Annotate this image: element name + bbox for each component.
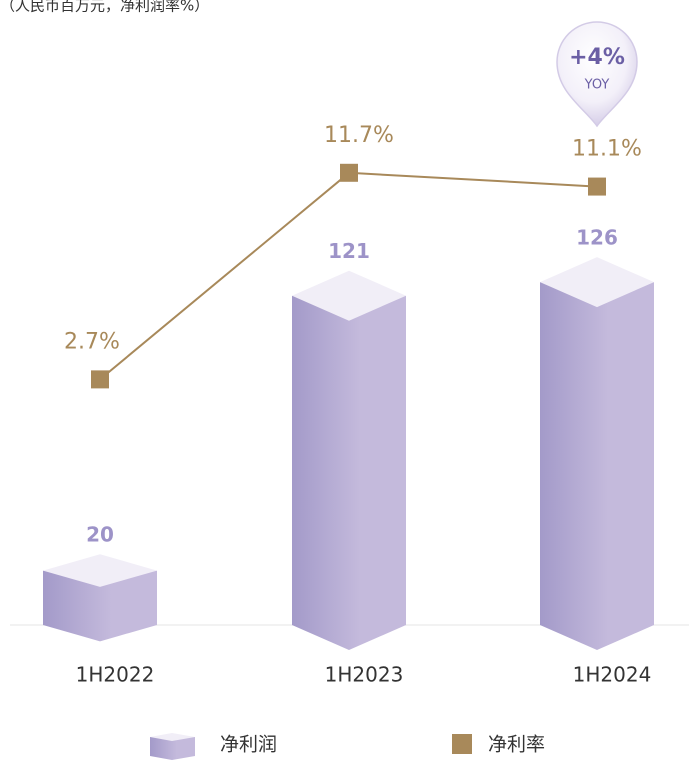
line-marker <box>91 370 109 389</box>
legend-swatch <box>452 734 472 754</box>
badge-value: +4% <box>569 45 625 70</box>
x-tick-label: 1H2022 <box>76 663 155 687</box>
bar-top <box>43 554 157 587</box>
badge-pin <box>556 21 638 128</box>
legend-swatch-top <box>150 733 195 741</box>
legend-swatch <box>150 737 195 760</box>
line-marker <box>340 163 358 182</box>
bar-value-label: 20 <box>86 523 114 547</box>
bar-top <box>292 270 406 321</box>
bar <box>292 295 406 650</box>
badge-sublabel: YOY <box>584 78 610 93</box>
bar <box>43 570 157 642</box>
bar-value-label: 126 <box>576 226 618 250</box>
line-marker <box>588 177 606 196</box>
x-tick-label: 1H2023 <box>325 663 404 687</box>
x-tick-label: 1H2024 <box>573 663 652 687</box>
line-value-label: 11.7% <box>324 123 394 148</box>
bar <box>540 282 654 650</box>
line-value-label: 2.7% <box>64 329 120 354</box>
bar-top <box>540 257 654 308</box>
line-value-label: 11.1% <box>572 137 642 162</box>
bar-value-label: 121 <box>328 239 370 263</box>
legend-label: 净利润 <box>220 734 277 756</box>
legend-label: 净利率 <box>488 734 545 756</box>
yoy-badge: +4% YOY <box>556 21 638 128</box>
subtitle: （人民币百万元，净利润率%） <box>0 0 209 15</box>
